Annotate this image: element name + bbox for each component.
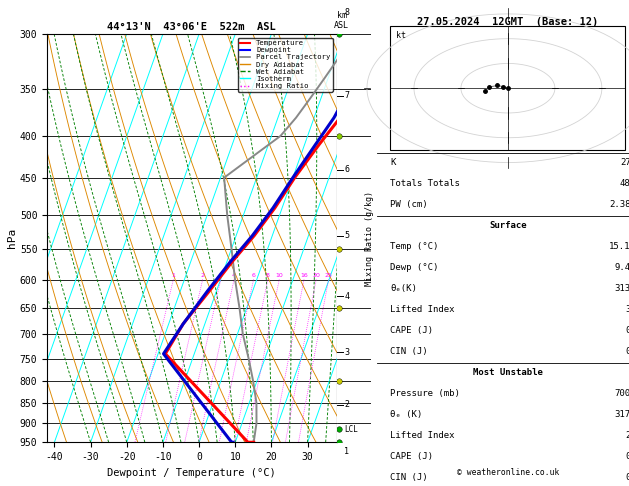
Text: Temp (°C): Temp (°C) [391,243,439,251]
Text: Totals Totals: Totals Totals [391,179,460,189]
Text: 1: 1 [172,273,175,278]
Text: LCL: LCL [344,425,358,434]
Text: 2: 2 [344,400,349,409]
Text: 1: 1 [344,447,349,456]
Text: 3: 3 [344,348,349,357]
Text: 317: 317 [615,410,629,419]
Text: 2.38: 2.38 [609,200,629,209]
Text: CIN (J): CIN (J) [391,347,428,356]
Text: 7: 7 [344,91,349,100]
Text: K: K [391,158,396,168]
Text: 0: 0 [625,347,629,356]
Text: PW (cm): PW (cm) [391,200,428,209]
Text: 10: 10 [276,273,283,278]
Text: 2: 2 [625,431,629,440]
Text: Surface: Surface [489,221,526,230]
Text: Lifted Index: Lifted Index [391,431,455,440]
Text: 6: 6 [252,273,255,278]
Text: 700: 700 [615,389,629,398]
Text: 4: 4 [232,273,236,278]
Text: 4: 4 [344,292,349,301]
Text: kt: kt [396,31,406,40]
Text: θₑ(K): θₑ(K) [391,284,417,293]
Text: CAPE (J): CAPE (J) [391,452,433,461]
Text: Lifted Index: Lifted Index [391,305,455,314]
Text: 0: 0 [625,452,629,461]
Text: km
ASL: km ASL [334,11,349,30]
Text: 15.1: 15.1 [609,243,629,251]
Text: CIN (J): CIN (J) [391,473,428,482]
Text: θₑ (K): θₑ (K) [391,410,423,419]
Text: 20: 20 [312,273,320,278]
Text: CAPE (J): CAPE (J) [391,326,433,335]
Text: 8: 8 [344,8,349,17]
Text: 3: 3 [625,305,629,314]
Text: 0: 0 [625,473,629,482]
Text: Pressure (mb): Pressure (mb) [391,389,460,398]
Text: 3: 3 [219,273,223,278]
Text: Dewp (°C): Dewp (°C) [391,263,439,272]
X-axis label: Dewpoint / Temperature (°C): Dewpoint / Temperature (°C) [108,468,276,478]
Text: Most Unstable: Most Unstable [473,368,543,377]
Text: 27.05.2024  12GMT  (Base: 12): 27.05.2024 12GMT (Base: 12) [417,17,599,27]
Text: 8: 8 [266,273,270,278]
Text: 16: 16 [300,273,308,278]
Text: Mixing Ratio (g/kg): Mixing Ratio (g/kg) [365,191,374,286]
Text: 25: 25 [325,273,333,278]
Text: 6: 6 [344,165,349,174]
Text: 48: 48 [620,179,629,189]
Title: 44°13'N  43°06'E  522m  ASL: 44°13'N 43°06'E 522m ASL [108,22,276,32]
Text: 5: 5 [344,231,349,240]
Text: 2: 2 [201,273,204,278]
Text: 0: 0 [625,326,629,335]
Text: © weatheronline.co.uk: © weatheronline.co.uk [457,469,559,477]
Text: 27: 27 [620,158,629,168]
Y-axis label: hPa: hPa [7,228,17,248]
Text: 9.4: 9.4 [615,263,629,272]
Legend: Temperature, Dewpoint, Parcel Trajectory, Dry Adiabat, Wet Adiabat, Isotherm, Mi: Temperature, Dewpoint, Parcel Trajectory… [238,37,333,91]
Text: 313: 313 [615,284,629,293]
